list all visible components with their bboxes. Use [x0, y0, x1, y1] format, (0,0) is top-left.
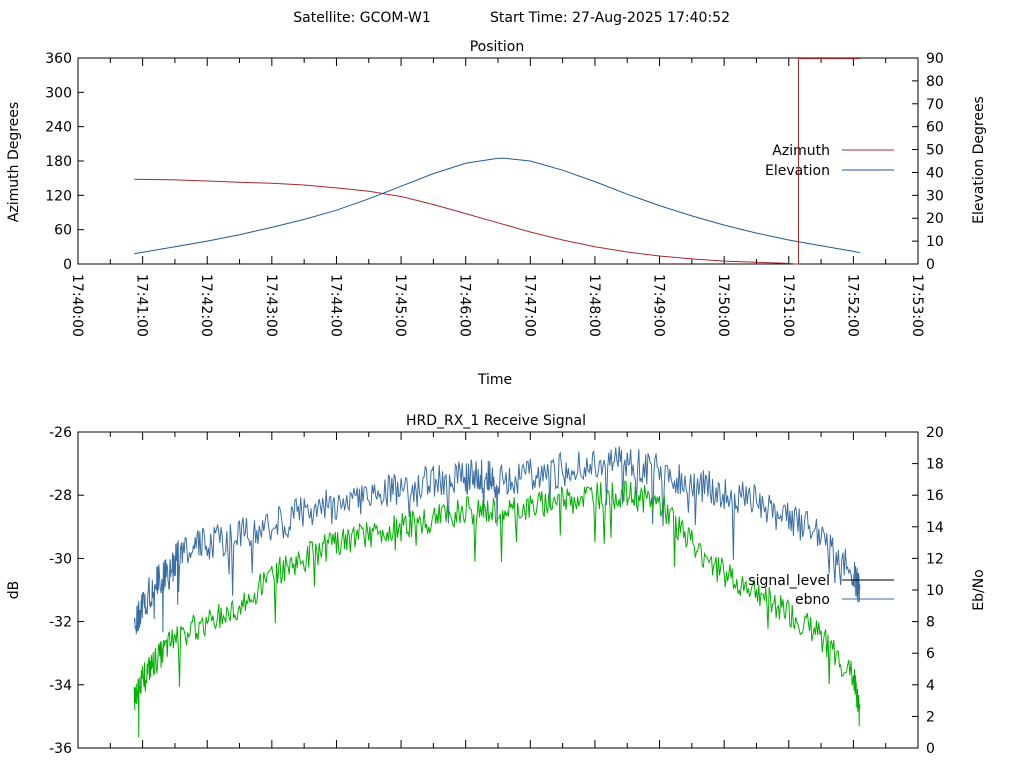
position-x-tick-label: 17:40:00 [69, 274, 85, 337]
position-chart: 0 60 120 180 240 300 360 0 10 20 30 40 50 60 70 80 90 17:… [45, 51, 944, 337]
signal-y-tick-label: -32 [49, 615, 72, 631]
signal-y2-tick-label: 4 [926, 678, 935, 694]
signal-plot-frame [77, 431, 919, 749]
signal-y-label: dB [6, 581, 22, 600]
header-start-time: Start Time: 27-Aug-2025 17:40:52 [490, 10, 730, 26]
position-y-tick-label: 60 [54, 223, 72, 239]
signal-chart: -36 -34 -32 -30 -28 -26 0 2 4 6 8 10 12 14 16 18 20 signa… [49, 425, 944, 757]
position-y2-tick-label: 0 [926, 257, 935, 273]
position-x-tick-label: 17:45:00 [392, 274, 408, 337]
signal-legend-label-signal-level: signal_level [748, 573, 830, 589]
position-x-tick-label: 17:53:00 [909, 274, 925, 337]
signal-y2-tick-label: 18 [926, 457, 944, 473]
position-y2-tick-label: 50 [926, 143, 944, 159]
position-x-tick-label: 17:44:00 [327, 274, 343, 337]
signal-y2-tick-label: 8 [926, 615, 935, 631]
position-y2-tick-label: 30 [926, 188, 944, 204]
position-x-tick-label: 17:42:00 [198, 274, 214, 337]
signal-legend-label-ebno: ebno [795, 592, 830, 608]
position-x-tick-label: 17:51:00 [780, 274, 796, 337]
position-y2-tick-label: 70 [926, 97, 944, 113]
position-y2-tick-label: 80 [926, 74, 944, 90]
position-y2-tick-label: 90 [926, 51, 944, 67]
position-x-tick-label: 17:46:00 [457, 274, 473, 337]
signal-y-tick-label: -34 [49, 678, 72, 694]
position-x-tick-label: 17:48:00 [586, 274, 602, 337]
signal-y2-label: Eb/No [971, 569, 987, 611]
position-y-tick-label: 360 [45, 51, 72, 67]
position-series-line-elevation [134, 157, 860, 255]
signal-y2-tick-label: 20 [926, 425, 944, 441]
signal-y2-tick-label: 14 [926, 520, 944, 536]
signal-y-tick-label: -30 [49, 551, 72, 567]
position-y-tick-label: 0 [63, 257, 72, 273]
signal-series-line-ebno-secondary-trace [133, 480, 861, 738]
position-y2-label: Elevation Degrees [971, 96, 987, 224]
position-y-tick-label: 300 [45, 85, 72, 101]
position-y2-tick-label: 40 [926, 165, 944, 181]
position-y-label: Azimuth Degrees [6, 102, 22, 222]
header-satellite: Satellite: GCOM-W1 [293, 10, 430, 26]
position-y2-tick-label: 10 [926, 234, 944, 250]
position-x-tick-label: 17:49:00 [651, 274, 667, 337]
position-x-tick-label: 17:47:00 [521, 274, 537, 337]
position-y-tick-label: 120 [45, 188, 72, 204]
position-x-tick-label: 17:41:00 [134, 274, 150, 337]
position-plot-frame [77, 57, 919, 265]
signal-series-line-ebno [133, 446, 861, 635]
signal-y-tick-label: -36 [49, 741, 72, 757]
position-y2-tick-label: 60 [926, 120, 944, 136]
position-x-label: Time [477, 372, 512, 388]
position-x-tick-label: 17:52:00 [844, 274, 860, 337]
position-legend-label-azimuth: Azimuth [772, 143, 830, 159]
signal-y-tick-label: -28 [49, 488, 72, 504]
position-x-tick-label: 17:43:00 [263, 274, 279, 337]
signal-y2-tick-label: 10 [926, 583, 944, 599]
position-y2-tick-label: 20 [926, 211, 944, 227]
signal-y2-tick-label: 0 [926, 741, 935, 757]
signal-y2-tick-label: 12 [926, 551, 944, 567]
position-legend-label-elevation: Elevation [765, 163, 830, 179]
position-y-tick-label: 240 [45, 120, 72, 136]
signal-y2-tick-label: 6 [926, 646, 935, 662]
signal-y2-tick-label: 2 [926, 709, 935, 725]
position-x-tick-label: 17:50:00 [715, 274, 731, 337]
position-series-line-azimuth [134, 58, 860, 265]
position-y-tick-label: 180 [45, 154, 72, 170]
signal-y-tick-label: -26 [49, 425, 72, 441]
position-chart-title: Position [470, 39, 525, 55]
signal-chart-title: HRD_RX_1 Receive Signal [406, 413, 586, 429]
signal-y2-tick-label: 16 [926, 488, 944, 504]
